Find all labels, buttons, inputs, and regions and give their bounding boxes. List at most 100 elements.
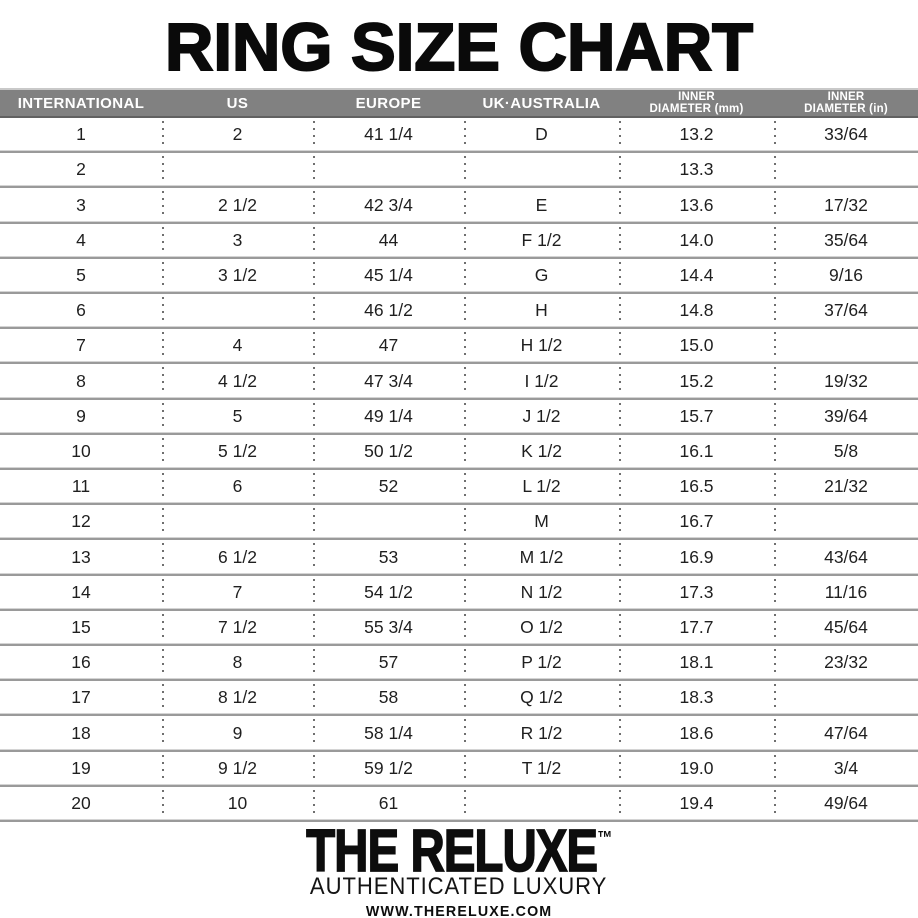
table-cell: 14.4	[619, 258, 774, 295]
table-cell: 45 1/4	[313, 258, 464, 295]
column-header-inner-diameter-mm: INNER DIAMETER (mm)	[619, 90, 774, 116]
table-header-row: INTERNATIONAL US EUROPE UK·AUSTRALIA INN…	[0, 88, 918, 118]
table-cell: 23/32	[774, 646, 918, 682]
table-cell: 57	[313, 646, 464, 682]
table-cell: 14.8	[619, 294, 774, 330]
table-cell: 9	[162, 716, 313, 752]
footer: THE RELUXE ™ AUTHENTICATED LUXURY WWW.THE…	[0, 821, 918, 918]
table-cell: 15.0	[619, 329, 774, 365]
table-cell: 16.5	[619, 470, 774, 506]
table-cell: 16.9	[619, 540, 774, 576]
table-cell: 8 1/2	[162, 681, 313, 717]
column-header-label-line2: DIAMETER (in)	[804, 103, 888, 115]
table-cell: 17.3	[619, 575, 774, 611]
table-cell: 19.0	[619, 751, 774, 787]
table-cell: 42 3/4	[313, 188, 464, 224]
column-header-label-line2: DIAMETER (mm)	[649, 103, 744, 115]
table-cell	[464, 153, 619, 189]
table-row: 18 9 58 1/4 R 1/2 18.6 47/64	[0, 716, 918, 752]
table-cell	[464, 786, 619, 823]
table-cell: 47/64	[774, 716, 918, 752]
table-row: 12 M 16.7	[0, 505, 918, 541]
table-cell: 12	[71, 511, 91, 532]
table-cell: 20	[71, 792, 91, 813]
table-cell: 5	[162, 399, 313, 435]
table-cell: 11	[71, 476, 91, 497]
table-cell: 53	[313, 540, 464, 576]
table-cell: 44	[313, 223, 464, 259]
ring-size-table: INTERNATIONAL US EUROPE UK·AUSTRALIA INN…	[0, 88, 918, 823]
table-row: 13 6 1/2 53 M 1/2 16.9 43/64	[0, 540, 918, 576]
table-cell: 18	[71, 722, 91, 743]
table-cell: 58	[313, 681, 464, 717]
table-cell: 6	[76, 300, 86, 321]
table-cell: 54 1/2	[313, 575, 464, 611]
table-cell: 2	[76, 159, 86, 180]
table-cell: 9/16	[774, 258, 918, 295]
table-cell	[774, 681, 918, 717]
table-cell: N 1/2	[464, 575, 619, 611]
table-cell: 16.1	[619, 434, 774, 471]
table-cell: 55 3/4	[313, 610, 464, 647]
column-header-label: UK·AUSTRALIA	[482, 94, 601, 112]
brand-logo: THE RELUXE ™	[305, 821, 613, 882]
table-cell: 10	[71, 440, 91, 461]
table-cell	[313, 505, 464, 541]
column-header-label-line1: INNER	[678, 91, 715, 103]
table-cell: 47	[313, 329, 464, 365]
table-cell: 4 1/2	[162, 364, 313, 400]
table-cell: 4	[162, 329, 313, 365]
table-cell: 18.1	[619, 646, 774, 682]
table-cell: M	[464, 505, 619, 541]
table-cell: 18.6	[619, 716, 774, 752]
table-cell: 33/64	[774, 118, 918, 154]
table-cell: 16.7	[619, 505, 774, 541]
table-cell: 35/64	[774, 223, 918, 259]
table-cell: D	[464, 118, 619, 154]
table-cell: R 1/2	[464, 716, 619, 752]
table-cell: J 1/2	[464, 399, 619, 435]
table-cell: H	[464, 294, 619, 330]
table-cell: 52	[313, 470, 464, 506]
table-cell: 5	[76, 264, 86, 285]
table-cell	[774, 153, 918, 189]
table-cell	[313, 153, 464, 189]
table-cell: 11/16	[774, 575, 918, 611]
trademark-symbol: ™	[596, 828, 613, 849]
table-cell: E	[464, 188, 619, 224]
table-cell: 15	[71, 616, 91, 637]
table-cell	[162, 505, 313, 541]
table-cell: 14.0	[619, 223, 774, 259]
table-cell	[162, 153, 313, 189]
table-cell: 19/32	[774, 364, 918, 400]
table-cell: 3 1/2	[162, 258, 313, 295]
table-cell: 17/32	[774, 188, 918, 224]
table-row: 10 5 1/2 50 1/2 K 1/2 16.1 5/8	[0, 434, 918, 471]
column-header-europe: EUROPE	[313, 90, 464, 116]
table-cell: 5/8	[774, 434, 918, 471]
table-cell: 14	[71, 581, 91, 602]
table-cell: O 1/2	[464, 610, 619, 647]
column-header-uk-australia: UK·AUSTRALIA	[464, 90, 619, 116]
table-cell: 5 1/2	[162, 434, 313, 471]
table-cell: P 1/2	[464, 646, 619, 682]
website-url: WWW.THERELUXE.COM	[365, 903, 553, 918]
brand-tagline: AUTHENTICATED LUXURY	[310, 873, 608, 900]
column-header-label: US	[226, 94, 249, 112]
table-cell: 13.6	[619, 188, 774, 224]
table-cell: 8	[162, 646, 313, 682]
column-header-label-line1: INNER	[827, 91, 865, 103]
table-row: 2 13.3	[0, 153, 918, 189]
table-body: 1 2 41 1/4 D 13.2 33/64 2 13.3 3 2 1/2 42 3/4 E 13.6…	[0, 118, 918, 823]
table-row: 19 9 1/2 59 1/2 T 1/2 19.0 3/4	[0, 751, 918, 787]
table-cell: T 1/2	[464, 751, 619, 787]
table-cell	[162, 294, 313, 330]
page-title: RING SIZE CHART	[164, 9, 754, 86]
table-cell: 2	[162, 118, 313, 154]
table-row: 11 6 52 L 1/2 16.5 21/32	[0, 470, 918, 506]
table-cell: 3/4	[774, 751, 918, 787]
table-cell: 47 3/4	[313, 364, 464, 400]
table-row: 7 4 47 H 1/2 15.0	[0, 329, 918, 365]
table-row: 15 7 1/2 55 3/4 O 1/2 17.7 45/64	[0, 610, 918, 647]
